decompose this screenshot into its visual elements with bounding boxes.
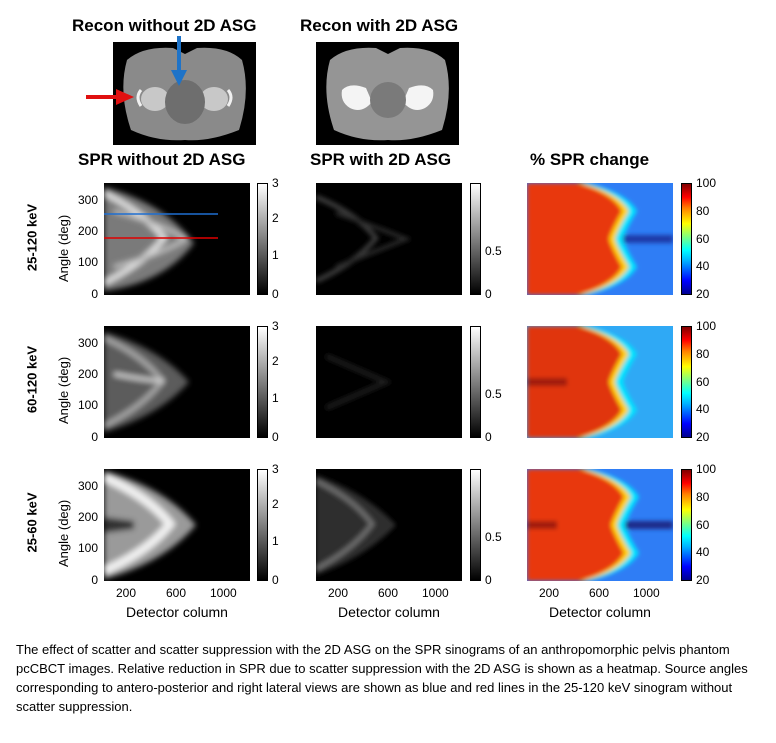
colorbar-spr-without-row1 <box>257 183 268 295</box>
cbar-tick: 1 <box>272 248 279 262</box>
column-title-spr-change: % SPR change <box>530 150 650 169</box>
ytick: 300 <box>77 336 98 350</box>
ytick: 100 <box>77 541 98 555</box>
xlabel-col2: Detector column <box>338 604 440 620</box>
xtick: 600 <box>166 586 187 600</box>
ytick: 200 <box>77 367 98 381</box>
cbar-tick: 0.5 <box>485 530 502 544</box>
colorbar-spr-with-row1 <box>470 183 481 295</box>
xtick: 600 <box>589 586 610 600</box>
cbar-tick: 40 <box>696 402 710 416</box>
colorbar-spr-without-row3 <box>257 469 268 581</box>
sinogram-spr-with-row2 <box>316 326 462 438</box>
cbar-tick: 2 <box>272 497 279 511</box>
cbar-tick: 2 <box>272 354 279 368</box>
xtick: 200 <box>539 586 560 600</box>
cbar-tick: 60 <box>696 518 710 532</box>
xtick: 1000 <box>210 586 237 600</box>
recon-without-image <box>113 42 256 145</box>
sinogram-spr-with-row3 <box>316 469 462 581</box>
figure-caption: The effect of scatter and scatter suppre… <box>16 642 748 714</box>
row-label-2: 60-120 keV <box>24 345 40 414</box>
cbar-tick: 60 <box>696 232 710 246</box>
cbar-tick: 0.5 <box>485 244 502 258</box>
cbar-tick: 2 <box>272 211 279 225</box>
cbar-tick: 20 <box>696 573 710 587</box>
cbar-tick: 0 <box>272 287 279 301</box>
xtick: 1000 <box>633 586 660 600</box>
cbar-tick: 20 <box>696 287 710 301</box>
column-title-spr-without: SPR without 2D ASG <box>78 150 246 169</box>
cbar-tick: 100 <box>696 176 717 190</box>
ytick: 200 <box>77 224 98 238</box>
sinogram-spr-without-row3 <box>104 469 250 581</box>
ytick: 0 <box>91 430 98 444</box>
colorbar-change-row3 <box>681 469 692 581</box>
row-label-1: 25-120 keV <box>24 203 40 272</box>
cbar-tick: 3 <box>272 319 279 333</box>
cbar-tick: 0 <box>272 430 279 444</box>
recon-without-title: Recon without 2D ASG <box>72 16 257 35</box>
cbar-tick: 0 <box>272 573 279 587</box>
colorbar-change-row2 <box>681 326 692 438</box>
cbar-tick: 100 <box>696 462 717 476</box>
recon-with-title: Recon with 2D ASG <box>300 16 459 35</box>
heatmap-spr-change-row2 <box>527 326 673 438</box>
colorbar-change-row1 <box>681 183 692 295</box>
ylabel-row1: Angle (deg) <box>56 214 71 282</box>
cbar-tick: 60 <box>696 375 710 389</box>
ytick: 0 <box>91 573 98 587</box>
cbar-tick: 80 <box>696 204 710 218</box>
heatmap-spr-change-row3 <box>527 469 673 581</box>
blue-arrow-icon <box>171 36 187 86</box>
row-label-3: 25-60 keV <box>24 492 40 553</box>
cbar-tick: 20 <box>696 430 710 444</box>
xtick: 200 <box>328 586 349 600</box>
heatmap-spr-change-row1 <box>527 183 673 295</box>
cbar-tick: 3 <box>272 462 279 476</box>
ylabel-row3: Angle (deg) <box>56 499 71 567</box>
red-arrow-icon <box>86 89 134 105</box>
cbar-tick: 80 <box>696 347 710 361</box>
xlabel-col3: Detector column <box>549 604 651 620</box>
cbar-tick: 80 <box>696 490 710 504</box>
ytick: 300 <box>77 193 98 207</box>
colorbar-spr-with-row3 <box>470 469 481 581</box>
xtick: 200 <box>116 586 137 600</box>
ytick: 0 <box>91 287 98 301</box>
cbar-tick: 100 <box>696 319 717 333</box>
xtick: 600 <box>378 586 399 600</box>
cbar-tick: 0.5 <box>485 387 502 401</box>
ytick: 100 <box>77 398 98 412</box>
ytick: 100 <box>77 255 98 269</box>
cbar-tick: 0 <box>485 573 492 587</box>
xlabel-col1: Detector column <box>126 604 228 620</box>
column-title-spr-with: SPR with 2D ASG <box>310 150 452 169</box>
cbar-tick: 0 <box>485 287 492 301</box>
sinogram-spr-without-row2 <box>104 326 250 438</box>
ylabel-row2: Angle (deg) <box>56 356 71 424</box>
xtick: 1000 <box>422 586 449 600</box>
cbar-tick: 1 <box>272 391 279 405</box>
cbar-tick: 40 <box>696 545 710 559</box>
recon-with-image <box>316 42 459 145</box>
colorbar-spr-without-row2 <box>257 326 268 438</box>
colorbar-spr-with-row2 <box>470 326 481 438</box>
sinogram-spr-without-row1 <box>104 183 250 295</box>
cbar-tick: 0 <box>485 430 492 444</box>
ytick: 300 <box>77 479 98 493</box>
ytick: 200 <box>77 510 98 524</box>
cbar-tick: 40 <box>696 259 710 273</box>
sinogram-spr-with-row1 <box>316 183 462 295</box>
cbar-tick: 1 <box>272 534 279 548</box>
cbar-tick: 3 <box>272 176 279 190</box>
